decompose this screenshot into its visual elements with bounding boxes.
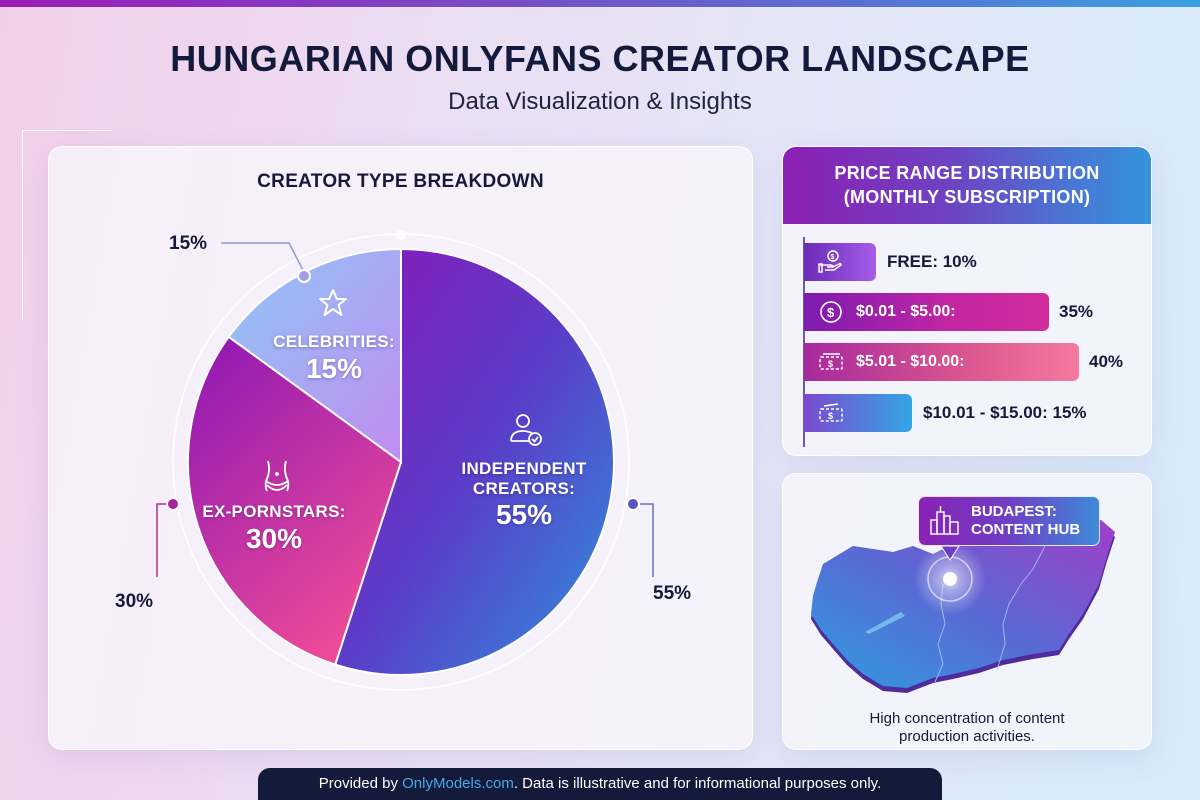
bar-axis [803,237,805,447]
slice-value: 55% [495,499,553,531]
slice-label-celebrities: CELEBRITIES: 15% [259,332,409,385]
slice-label-independent: INDEPENDENT CREATORS: 55% [444,459,604,532]
star-icon [319,289,347,316]
bar-label-10-15: $10.01 - $15.00: 15% [923,403,1087,422]
user-check-icon [510,414,542,446]
decorative-line [22,130,112,131]
onlymodels-link[interactable]: OnlyModels.com [402,775,514,792]
decorative-line [22,130,23,320]
page-title: HUNGARIAN ONLYFANS CREATOR LANDSCAPE [170,38,1030,79]
svg-text:$: $ [827,305,835,320]
bar-5-10: $ $5.01 - $10.00: [804,343,1079,381]
pie-slice-independent [333,247,615,676]
hungary-map [811,520,1115,693]
bar-10-15: $ [804,394,912,432]
price-panel-header: PRICE RANGE DISTRIBUTION (MONTHLY SUBSCR… [783,147,1151,224]
banknotes-icon: $ [816,398,846,428]
creator-type-panel: CREATOR TYPE BREAKDOWN [48,146,753,750]
footer-prefix: Provided by [318,775,403,792]
banknote-icon: $ [816,347,846,377]
outside-label-ex-pornstars: 30% [115,591,154,612]
bar-range-label: $5.01 - $10.00: [856,353,965,370]
slice-name: EX-PORNSTARS: [202,502,346,521]
slice-name: CREATORS: [472,478,576,498]
footer-suffix: . Data is illustrative and for informati… [513,775,882,792]
bar-value-5-10: 40% [1089,352,1124,371]
pie-chart [156,230,654,691]
caption-line: High concentration of content [869,710,1065,727]
budapest-badge: BUDAPEST: CONTENT HUB [918,496,1100,546]
svg-text:$: $ [831,254,835,261]
price-panel-subtitle: (MONTHLY SUBSCRIPTION) [843,187,1091,207]
slice-name: INDEPENDENT [461,459,587,478]
price-range-panel: PRICE RANGE DISTRIBUTION (MONTHLY SUBSCR… [782,146,1152,456]
slice-name: CELEBRITIES: [273,332,395,351]
bar-0-5: $ $0.01 - $5.00: [804,293,1049,331]
map-caption: High concentration of content production… [783,710,1151,746]
hand-coin-icon: $ [816,247,846,277]
dollar-circle-icon: $ [816,297,846,327]
bar-range-label: $0.01 - $5.00: [856,303,956,320]
price-panel-title: PRICE RANGE DISTRIBUTION [834,163,1100,183]
bar-free: $ [804,243,876,281]
pie-slice-ex-pornstars [187,335,403,666]
pie-chart-title: CREATOR TYPE BREAKDOWN [257,171,544,192]
waist-icon [264,460,290,492]
footer-disclaimer: Provided by OnlyModels.com. Data is illu… [258,768,942,800]
page-subtitle: Data Visualization & Insights [448,88,752,115]
bar-value-0-5: 35% [1059,302,1094,321]
slice-value: 30% [245,522,303,554]
bar-label-free: FREE: 10% [887,252,977,271]
city-skyline-icon [929,502,963,541]
top-gradient-bar [0,0,1200,7]
badge-title: BUDAPEST: [971,503,1057,520]
svg-text:$: $ [828,359,833,369]
badge-subtitle: CONTENT HUB [971,521,1081,538]
outside-label-celebrities: 15% [169,233,208,254]
caption-line: production activities. [899,728,1035,745]
svg-text:$: $ [828,411,833,421]
slice-value: 15% [305,352,363,384]
slice-label-ex-pornstars: EX-PORNSTARS: 30% [189,502,359,555]
budapest-map-panel: BUDAPEST: CONTENT HUB High concentration… [782,473,1152,750]
outside-label-independent: 55% [653,583,692,604]
